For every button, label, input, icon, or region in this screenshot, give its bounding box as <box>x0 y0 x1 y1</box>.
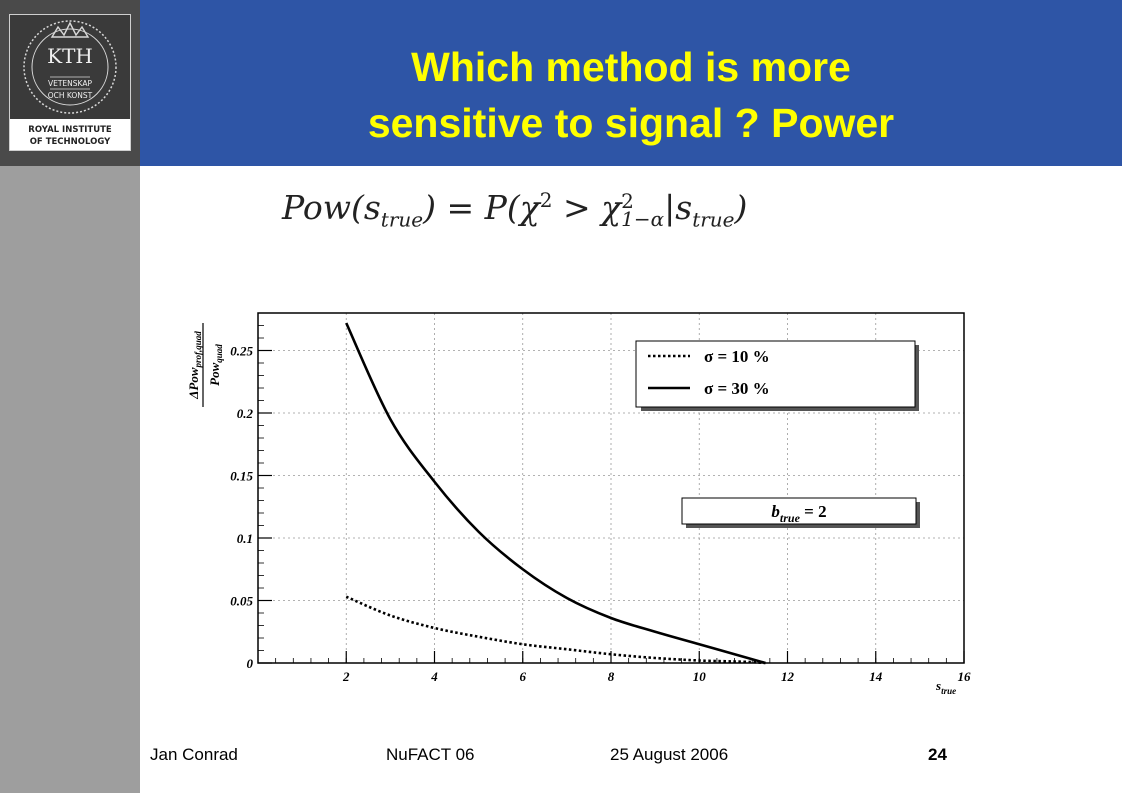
svg-text:KTH: KTH <box>47 44 93 68</box>
title-bar: Which method is more sensitive to signal… <box>140 0 1122 166</box>
formula-given: | <box>664 188 676 227</box>
curve-sigma-30-solid <box>345 322 766 665</box>
annotation-b: b <box>771 502 780 521</box>
x-tick-label: 8 <box>608 669 615 684</box>
svg-text:ROYAL INSTITUTE: ROYAL INSTITUTE <box>28 125 112 135</box>
y-tick-label: 0.25 <box>230 344 253 359</box>
legend: σ = 10 % σ = 30 % <box>635 340 919 411</box>
xlabel-main: s <box>935 678 941 693</box>
x-tick-label: 2 <box>342 669 350 684</box>
y-tick-label: 0 <box>247 656 254 671</box>
y-axis-label: ΔPowprof,quad Powquad <box>186 323 224 407</box>
btrue-annotation: btrue = 2 <box>681 497 920 528</box>
y-tick-label: 0.2 <box>237 406 254 421</box>
x-tick-label: 6 <box>520 669 527 684</box>
x-axis-label: strue <box>935 678 956 696</box>
xlabel-sub: true <box>941 686 956 696</box>
kth-logo-frame: KTH VETENSKAP OCH KONST ROYAL INSTITUTE … <box>9 14 131 151</box>
svg-text:btrue = 2: btrue = 2 <box>771 502 826 525</box>
annotation-b-sub: true <box>780 511 801 525</box>
formula-pow: Pow <box>282 188 351 227</box>
slide-title-line1: Which method is more <box>411 44 851 90</box>
svg-text:OCH KONST: OCH KONST <box>48 91 93 100</box>
formula-chi-crit-sub: 1−α <box>621 207 665 231</box>
footer-page-number: 24 <box>928 745 947 764</box>
annotation-value: = 2 <box>800 502 827 521</box>
slide-title-line2: sensitive to signal ? Power <box>367 100 895 146</box>
power-formula: Pow(strue) = P(χ2 > χ 2 1−α |strue) <box>282 188 748 232</box>
formula-s-rhs-sub: true <box>692 207 735 232</box>
formula-chi-sq: 2 <box>539 188 553 212</box>
svg-text:VETENSKAP: VETENSKAP <box>48 79 92 88</box>
legend-label-sigma10: σ = 10 % <box>704 347 770 366</box>
ylabel-denominator: Pow <box>207 362 222 385</box>
y-tick-label: 0.05 <box>230 594 253 609</box>
formula-chi-crit: χ <box>601 188 622 227</box>
y-tick-label: 0.15 <box>230 469 253 484</box>
ylabel-numerator-sub: prof,quad <box>193 331 203 369</box>
formula-p: P <box>484 188 507 227</box>
kth-seal-graphic: KTH VETENSKAP OCH KONST ROYAL INSTITUTE … <box>10 20 130 150</box>
kth-logo: KTH VETENSKAP OCH KONST ROYAL INSTITUTE … <box>0 0 140 166</box>
footer-event: NuFACT 06 <box>386 745 475 764</box>
svg-text:Powquad: Powquad <box>207 344 224 386</box>
legend-label-sigma30: σ = 30 % <box>704 379 770 398</box>
footer-author: Jan Conrad <box>150 745 238 764</box>
x-tick-label: 14 <box>869 669 883 684</box>
formula-s: s <box>363 188 381 227</box>
x-tick-label: 16 <box>958 669 972 684</box>
formula-equals: = <box>446 188 475 227</box>
formula-chi: χ <box>519 188 540 227</box>
formula-s-rhs: s <box>675 188 693 227</box>
power-difference-chart: 2 4 6 8 10 12 14 16 0 0.05 0.1 0.15 0.2 0.25 ΔPowprof… <box>186 312 972 696</box>
y-tick-label: 0.1 <box>237 531 253 546</box>
x-tick-label: 4 <box>430 669 438 684</box>
svg-text:ΔPowprof,quad: ΔPowprof,quad <box>186 331 203 400</box>
formula-gt: > <box>562 188 591 227</box>
x-tick-label: 12 <box>781 669 795 684</box>
formula-chi-crit-sq: 2 <box>621 189 634 213</box>
x-tick-label: 10 <box>693 669 707 684</box>
curve-sigma-10-dotted <box>345 595 766 665</box>
formula-s-sub: true <box>380 207 424 232</box>
ylabel-denominator-sub: quad <box>214 344 224 363</box>
footer-date: 25 August 2006 <box>610 745 729 764</box>
svg-text:OF TECHNOLOGY: OF TECHNOLOGY <box>30 137 111 147</box>
ylabel-numerator: ΔPow <box>186 367 201 400</box>
